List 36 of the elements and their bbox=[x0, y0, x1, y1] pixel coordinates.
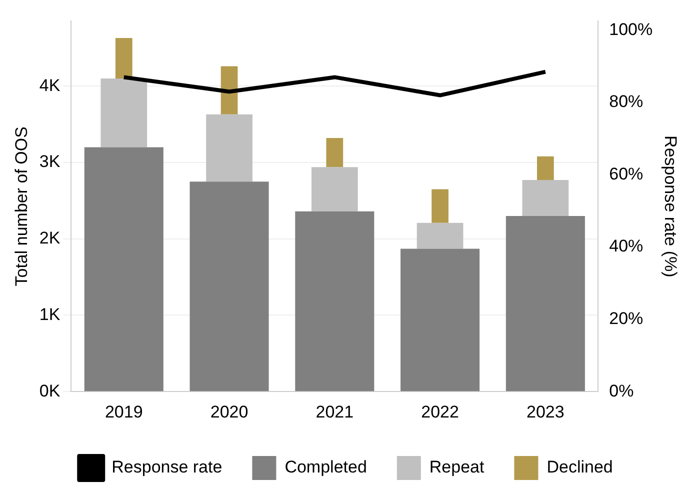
y2-axis-title: Response rate (%) bbox=[661, 136, 680, 278]
y-tick-label: 0K bbox=[39, 381, 61, 400]
x-tick-label: 2022 bbox=[421, 402, 459, 422]
bar bbox=[115, 38, 132, 78]
y-tick-label: 2K bbox=[39, 228, 61, 248]
y-axis-title: Total number of OOS bbox=[12, 126, 31, 286]
bar bbox=[311, 167, 358, 212]
y2-tick-label: 80% bbox=[609, 92, 644, 112]
bar bbox=[84, 147, 164, 392]
bar bbox=[536, 156, 554, 180]
bar bbox=[326, 138, 344, 168]
y2-tick-label: 60% bbox=[609, 164, 644, 184]
y2-tick-label: 100% bbox=[609, 20, 653, 39]
legend-label: Repeat bbox=[429, 458, 484, 477]
y2-tick-label: 20% bbox=[609, 309, 644, 328]
bar bbox=[206, 114, 252, 182]
bar bbox=[416, 222, 464, 249]
legend-label: Declined bbox=[546, 458, 613, 477]
bar bbox=[100, 78, 148, 148]
bar bbox=[190, 182, 269, 392]
bar bbox=[506, 216, 585, 392]
y-tick-label: 4K bbox=[39, 76, 61, 95]
y2-tick-label: 0% bbox=[609, 381, 634, 400]
y-tick-label: 3K bbox=[39, 152, 61, 172]
bar bbox=[400, 248, 480, 392]
bar bbox=[432, 189, 448, 223]
x-tick-label: 2020 bbox=[210, 402, 248, 422]
legend-label: Completed bbox=[284, 458, 367, 477]
y-tick-label: 1K bbox=[39, 304, 61, 324]
bar bbox=[522, 180, 569, 216]
y2-tick-label: 40% bbox=[609, 236, 644, 256]
x-tick-label: 2019 bbox=[104, 402, 143, 422]
legend-label: Response rate bbox=[112, 458, 222, 477]
bar bbox=[295, 211, 374, 392]
x-tick-label: 2023 bbox=[526, 402, 564, 422]
x-tick-label: 2021 bbox=[316, 402, 354, 422]
